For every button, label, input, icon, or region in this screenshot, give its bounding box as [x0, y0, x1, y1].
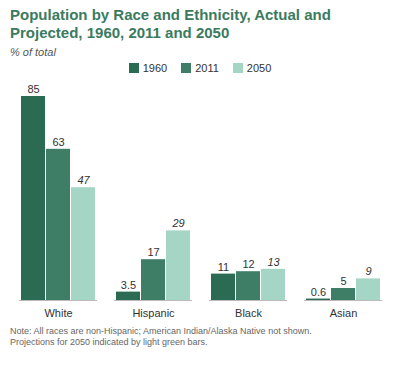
html-text:2050: 2050: [246, 62, 272, 74]
svg-text:47: 47: [77, 174, 90, 186]
svg-text:85: 85: [27, 83, 39, 95]
svg-text:29: 29: [171, 217, 184, 229]
svg-text:12: 12: [242, 258, 254, 270]
html-text:Note: All races are non-Hispan: Note: All races are non-Hispanic; Americ…: [10, 326, 312, 336]
svg-text:0.6: 0.6: [311, 286, 326, 298]
svg-text:17: 17: [147, 246, 159, 258]
html-text:Projections for 2050 indicated: Projections for 2050 indicated by light …: [10, 337, 208, 347]
html-text:% of total: % of total: [10, 46, 56, 58]
svg-text:Asian: Asian: [330, 307, 358, 319]
svg-text:Hispanic: Hispanic: [132, 307, 175, 319]
html-text:Population by Race and Ethnici: Population by Race and Ethnicity, Actual…: [10, 6, 331, 41]
svg-text:White: White: [44, 307, 72, 319]
html-text:1960: 1960: [142, 62, 168, 74]
svg-text:63: 63: [52, 136, 64, 148]
svg-text:5: 5: [340, 275, 346, 287]
svg-text:11: 11: [218, 261, 229, 273]
svg-text:Black: Black: [235, 307, 262, 319]
html-text:2011: 2011: [195, 62, 219, 74]
svg-text:13: 13: [267, 256, 280, 268]
svg-text:9: 9: [365, 265, 371, 277]
svg-text:3.5: 3.5: [121, 279, 136, 291]
